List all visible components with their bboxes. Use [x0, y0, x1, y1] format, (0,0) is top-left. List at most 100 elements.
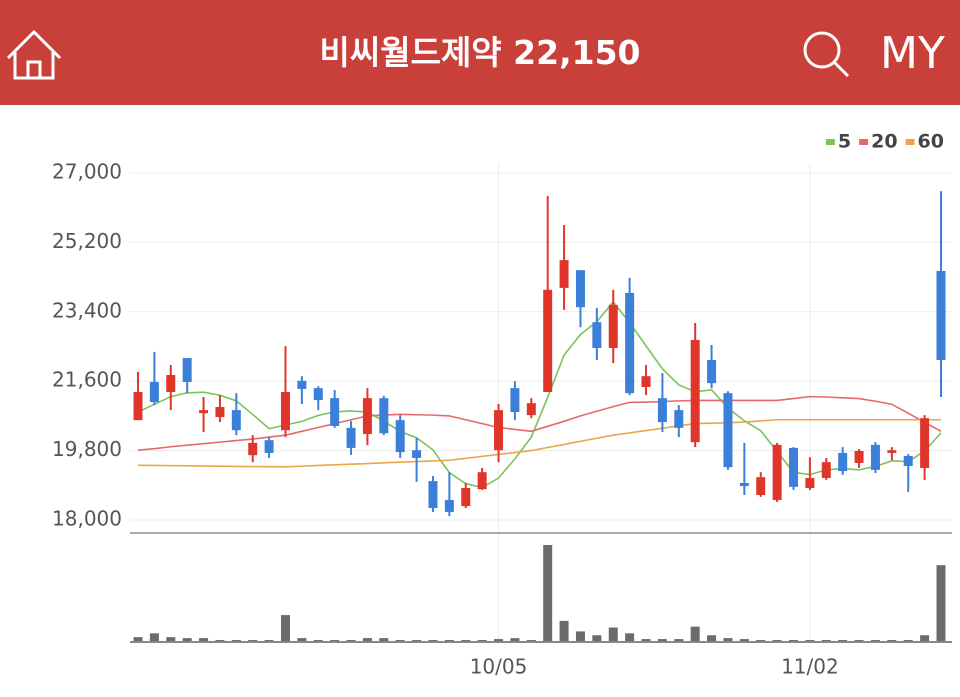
legend-label: 20 — [871, 131, 897, 153]
candle-body — [543, 289, 553, 392]
candle-body — [215, 407, 225, 418]
candle-body — [444, 499, 454, 512]
candle-body — [707, 359, 717, 384]
volume-bar — [870, 640, 880, 641]
volume-bar — [280, 615, 290, 641]
candle-body — [903, 455, 913, 467]
candle-body — [428, 481, 438, 509]
y-tick-label: 25,200 — [52, 229, 122, 253]
candle-body — [674, 410, 684, 428]
search-icon[interactable] — [798, 26, 858, 86]
candle-body — [494, 410, 504, 451]
candle-body — [199, 410, 209, 414]
volume-bar — [494, 639, 504, 641]
volume-bar — [789, 640, 799, 641]
candle-body — [772, 444, 782, 500]
candle-body — [395, 420, 405, 453]
moving-average-line — [137, 300, 942, 489]
volume-bar — [248, 640, 258, 641]
volume-bar — [166, 637, 176, 641]
volume-bar — [739, 639, 749, 641]
candle-body — [789, 447, 799, 487]
volume-bar — [641, 639, 651, 641]
candle-body — [608, 304, 618, 349]
volume-bar — [559, 620, 569, 641]
candle-body — [920, 418, 930, 468]
candle-body — [641, 376, 651, 387]
legend-swatch — [825, 139, 835, 145]
title: 비씨월드제약 22,150 — [319, 33, 641, 72]
volume-bar — [756, 640, 766, 641]
candle-body — [870, 444, 880, 470]
candle-body — [887, 450, 897, 453]
volume-bar — [346, 640, 356, 641]
y-tick-label: 23,400 — [52, 298, 122, 322]
candle-body — [838, 452, 848, 472]
volume-bar — [608, 627, 618, 641]
legend-label: 5 — [838, 131, 851, 153]
moving-average-line — [137, 418, 941, 468]
volume-bar — [444, 640, 454, 641]
candle-body — [559, 260, 569, 288]
volume-bar — [313, 640, 323, 641]
candle-body — [166, 375, 176, 392]
y-tick-label: 21,600 — [52, 368, 122, 392]
volume-bar — [215, 640, 225, 641]
home-icon[interactable] — [2, 22, 72, 92]
chart: 18,000 19,800 21,600 23,400 25,200 27,000 10/0… — [52, 131, 952, 679]
volume-bar — [543, 545, 553, 641]
candle-body — [805, 477, 815, 488]
my-button[interactable]: MY — [880, 28, 945, 79]
volume-bar — [575, 631, 585, 641]
volume-bar — [821, 640, 831, 641]
header: 비씨월드제약 22,150 MY — [0, 0, 960, 105]
volume-bar — [805, 640, 815, 641]
volume-bar — [231, 640, 241, 641]
volume-bar — [625, 633, 635, 641]
volume-bar — [674, 639, 684, 641]
candle-body — [297, 380, 307, 389]
candle-body — [248, 442, 258, 456]
volume-bar — [854, 640, 864, 641]
volume-bar — [199, 638, 209, 641]
legend-swatch — [859, 139, 869, 145]
candle-body — [182, 358, 192, 382]
volume-bar — [379, 638, 389, 641]
y-tick-label: 19,800 — [52, 437, 122, 461]
volume-bar — [690, 626, 700, 641]
candle-body — [821, 462, 831, 478]
candle-body — [690, 339, 700, 443]
candle-body — [477, 472, 487, 490]
x-tick-label: 10/05 — [470, 655, 528, 679]
volume-bar — [412, 640, 422, 641]
candle-body — [625, 292, 635, 394]
volume-bar — [772, 640, 782, 641]
candle-body — [149, 381, 159, 403]
candle-body — [575, 270, 585, 308]
volume-bar — [428, 640, 438, 641]
candle-body — [412, 450, 422, 458]
candle-body — [346, 427, 356, 448]
volume-bar — [182, 638, 192, 641]
candle-body — [854, 450, 864, 463]
candle-body — [461, 487, 471, 507]
volume-bar — [395, 640, 405, 641]
candle-body — [280, 391, 290, 431]
volume-bar — [903, 640, 913, 641]
y-tick-label: 27,000 — [52, 160, 122, 184]
volume-bar — [330, 640, 340, 641]
x-tick-label: 11/02 — [781, 655, 839, 679]
volume-bar — [149, 633, 159, 641]
candle-body — [379, 398, 389, 434]
volume-bar — [297, 638, 307, 641]
candle-body — [592, 322, 602, 349]
candle-body — [133, 391, 143, 421]
candle-body — [362, 398, 372, 435]
volume-bar — [461, 640, 471, 641]
volume-bar — [592, 635, 602, 641]
volume-bar — [477, 640, 487, 641]
candle-body — [510, 388, 520, 413]
y-tick-label: 18,000 — [52, 507, 122, 531]
legend-label: 60 — [918, 131, 944, 153]
